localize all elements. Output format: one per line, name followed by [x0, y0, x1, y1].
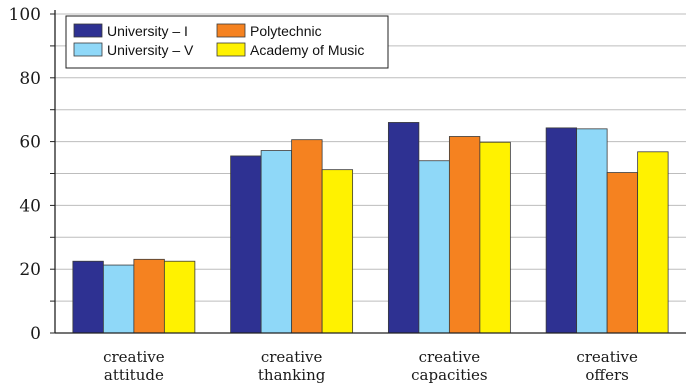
bar	[545, 127, 578, 334]
y-tick-label: 60	[19, 133, 41, 153]
category-labels: creative attitude creative thanking creative…	[103, 348, 638, 384]
bar	[479, 141, 511, 334]
bar	[133, 258, 165, 334]
legend-label: Academy of Music	[250, 42, 364, 58]
category-label: creative thanking	[258, 348, 326, 384]
y-tick-labels: 0 20 40 60 80 100	[9, 5, 41, 344]
category-label: creative capacities	[411, 348, 488, 384]
axes	[50, 10, 686, 334]
bar	[321, 169, 354, 334]
bar	[606, 172, 639, 334]
legend-label: University – V	[107, 42, 194, 58]
bar	[637, 151, 669, 334]
y-tick-label: 0	[30, 324, 41, 344]
y-tick-label: 40	[19, 196, 41, 216]
bars	[72, 122, 669, 334]
category-label: creative attitude	[103, 348, 165, 384]
legend-label: Polytechnic	[250, 23, 322, 39]
y-tick-label: 80	[19, 69, 41, 89]
legend-swatch	[216, 42, 246, 57]
category-label: creative offers	[576, 348, 638, 384]
bar	[387, 122, 420, 334]
y-tick-label: 20	[19, 260, 41, 280]
legend-swatch	[73, 42, 103, 57]
bar	[102, 264, 135, 334]
bar	[291, 139, 323, 334]
legend-swatch	[73, 23, 103, 38]
bar	[163, 260, 196, 334]
bar	[448, 136, 481, 334]
bar	[418, 160, 450, 334]
bar	[260, 150, 293, 334]
bar	[230, 155, 262, 334]
legend-label: University – I	[107, 23, 188, 39]
bar	[72, 260, 104, 334]
y-tick-label: 100	[9, 5, 41, 25]
legend: University – I Polytechnic University – V A…	[65, 15, 389, 69]
legend-swatch	[216, 23, 246, 38]
bar	[576, 128, 608, 334]
